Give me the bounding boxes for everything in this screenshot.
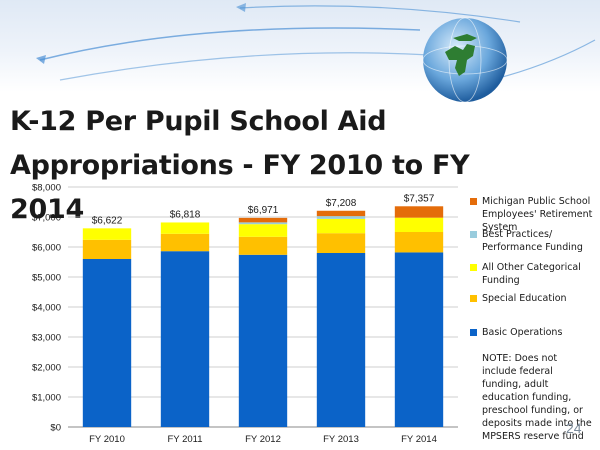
slide-title: K-12 Per Pupil School Aid Appropriations… — [10, 106, 470, 225]
bar-segment — [238, 254, 288, 427]
legend-label: Special Education — [482, 293, 567, 304]
total-data-label: $7,208 — [326, 198, 357, 209]
bar-segment — [238, 224, 288, 237]
bar-segment — [238, 236, 288, 255]
bar-segment — [316, 233, 366, 253]
legend-swatch — [470, 231, 477, 238]
legend-swatch — [470, 264, 477, 271]
y-tick-label: $0 — [50, 423, 61, 434]
total-data-label: $6,971 — [248, 205, 279, 216]
total-data-label: $7,357 — [404, 193, 435, 204]
bar-segment — [316, 218, 366, 234]
legend-label: Basic Operations — [482, 327, 563, 338]
legend-swatch — [470, 198, 477, 205]
y-tick-label: $5,000 — [32, 273, 61, 284]
bar-segment — [394, 232, 444, 253]
page-number: 24 — [566, 420, 582, 436]
x-tick-label: FY 2013 — [323, 434, 359, 445]
y-tick-label: $7,000 — [32, 213, 61, 224]
legend-swatch — [470, 295, 477, 302]
y-tick-label: $4,000 — [32, 303, 61, 314]
x-tick-label: FY 2014 — [401, 434, 437, 445]
bar-segment — [316, 216, 366, 219]
bar-segment — [160, 222, 210, 234]
labels: $0 $1,000 $2,000 $3,000 $4,000 $5,000 $6,000 $7… — [32, 183, 437, 446]
bar-segment — [394, 206, 444, 218]
y-tick-label: $3,000 — [32, 333, 61, 344]
x-tick-label: FY 2010 — [89, 434, 125, 445]
bar-segment — [160, 233, 210, 252]
bar-segment — [316, 210, 366, 217]
legend-label: Michigan Public School Employees' Retire… — [482, 196, 593, 233]
total-data-label: $6,622 — [92, 215, 123, 226]
bar-segment — [82, 239, 132, 259]
footnote: NOTE: Does not include federal funding, … — [482, 353, 592, 442]
x-tick-label: FY 2012 — [245, 434, 281, 445]
bar-segment — [316, 253, 366, 427]
bars — [82, 206, 444, 427]
y-tick-label: $6,000 — [32, 243, 61, 254]
legend-label: Best Practices/ Performance Funding — [482, 229, 583, 253]
total-data-label: $6,818 — [170, 209, 201, 220]
bar-segment — [238, 217, 288, 223]
legend-label: All Other Categorical Funding — [482, 262, 581, 286]
bar-segment — [394, 217, 444, 232]
y-tick-label: $1,000 — [32, 393, 61, 404]
y-tick-label: $2,000 — [32, 363, 61, 374]
globe-icon — [422, 17, 508, 103]
y-tick-label: $8,000 — [32, 183, 61, 194]
bar-segment — [238, 222, 288, 225]
legend-swatch — [470, 329, 477, 336]
bar-segment — [82, 259, 132, 427]
bar-segment — [394, 252, 444, 427]
bar-segment — [82, 228, 132, 240]
x-tick-label: FY 2011 — [167, 434, 202, 445]
bar-segment — [160, 251, 210, 427]
